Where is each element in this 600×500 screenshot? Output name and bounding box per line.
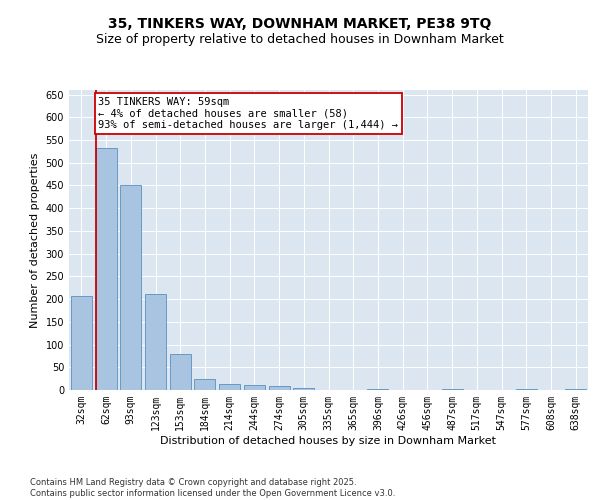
- Bar: [367, 388, 388, 390]
- Text: 35, TINKERS WAY, DOWNHAM MARKET, PE38 9TQ: 35, TINKERS WAY, DOWNHAM MARKET, PE38 9T…: [109, 18, 491, 32]
- Text: Contains HM Land Registry data © Crown copyright and database right 2025.
Contai: Contains HM Land Registry data © Crown c…: [30, 478, 395, 498]
- Bar: [269, 386, 290, 390]
- Text: 35 TINKERS WAY: 59sqm
← 4% of detached houses are smaller (58)
93% of semi-detac: 35 TINKERS WAY: 59sqm ← 4% of detached h…: [98, 97, 398, 130]
- Bar: [194, 378, 215, 390]
- Bar: [516, 388, 537, 390]
- Bar: [95, 148, 116, 390]
- Bar: [219, 384, 240, 390]
- Bar: [120, 184, 141, 390]
- Bar: [565, 388, 586, 390]
- Bar: [244, 384, 265, 390]
- Bar: [71, 296, 92, 390]
- Bar: [293, 388, 314, 390]
- Bar: [442, 388, 463, 390]
- X-axis label: Distribution of detached houses by size in Downham Market: Distribution of detached houses by size …: [161, 436, 497, 446]
- Y-axis label: Number of detached properties: Number of detached properties: [30, 152, 40, 328]
- Text: Size of property relative to detached houses in Downham Market: Size of property relative to detached ho…: [96, 32, 504, 46]
- Bar: [170, 354, 191, 390]
- Bar: [145, 294, 166, 390]
